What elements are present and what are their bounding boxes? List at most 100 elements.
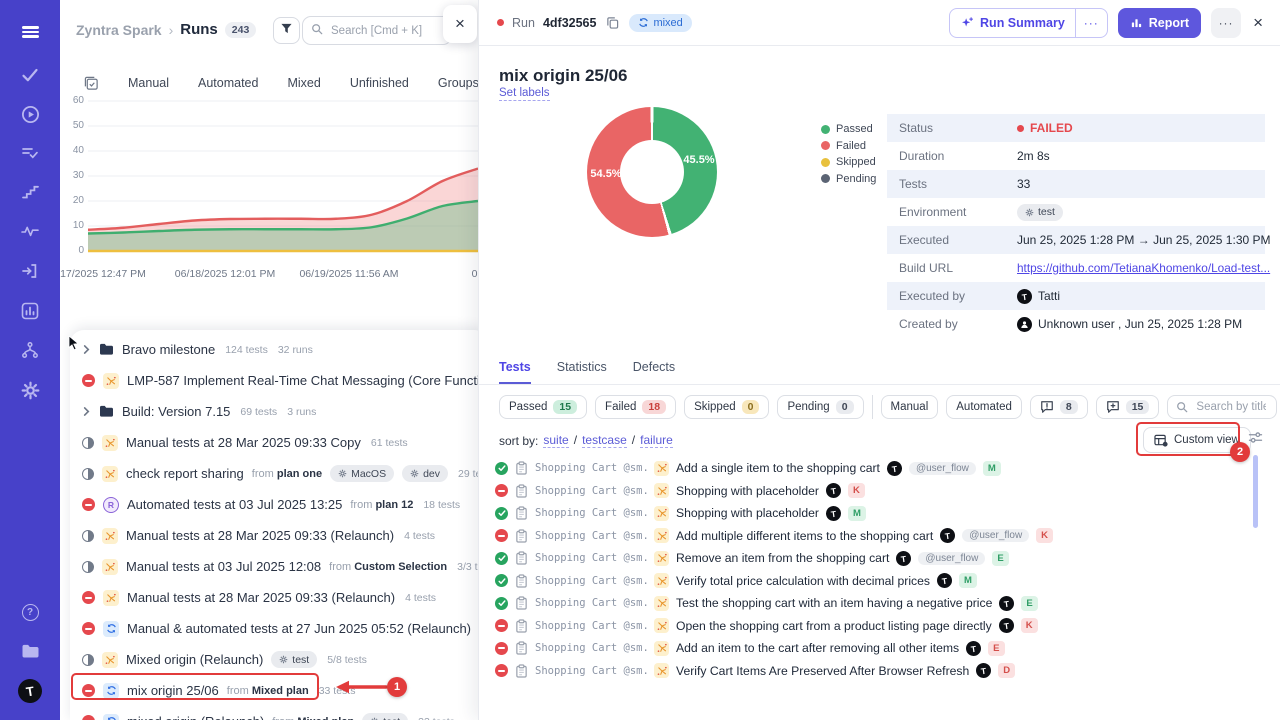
filter-pending-button[interactable]: Pending 0 (777, 395, 864, 419)
set-labels-link[interactable]: Set labels (499, 87, 550, 101)
comment-alert-filter-button[interactable]: 8 (1029, 395, 1088, 419)
breadcrumb-project[interactable]: Zyntra Spark (76, 21, 162, 38)
run-row[interactable]: Manual & automated tests at 27 Jun 2025 … (70, 613, 478, 644)
copy-icon[interactable] (606, 16, 619, 29)
run-title: Bravo milestone (122, 342, 216, 357)
runs-search[interactable] (302, 16, 452, 45)
folder-icon[interactable] (0, 640, 60, 662)
runs-tab-unfinished[interactable]: Unfinished (349, 76, 409, 90)
run-row[interactable]: LMP-587 Implement Real-Time Chat Messagi… (70, 365, 478, 396)
breadcrumb-section[interactable]: Runs (180, 21, 218, 38)
run-row[interactable]: mix origin 25/06 from Mixed plan 33 tests (70, 675, 478, 706)
bar-chart-icon[interactable] (0, 300, 60, 322)
detail-close-button[interactable]: × (1253, 12, 1263, 32)
donut-failed-label: 54.5% (590, 168, 622, 180)
filter-manual-button[interactable]: Manual (880, 395, 939, 419)
user-avatar[interactable]: T (0, 677, 60, 705)
test-row[interactable]: Shopping Cart @sm... Add a single item to… (495, 457, 1260, 480)
test-row[interactable]: Shopping Cart @sm... Remove an item from … (495, 547, 1260, 570)
mixed-run-icon (103, 620, 119, 637)
comment-add-filter-button[interactable]: 15 (1095, 395, 1160, 419)
custom-view-button[interactable]: Custom view (1143, 427, 1251, 453)
run-row[interactable]: R Automated tests at 03 Jul 2025 13:25 fro… (70, 489, 478, 520)
run-title: check report sharing (126, 466, 244, 481)
run-summary-button[interactable]: Run Summary (950, 16, 1075, 30)
tab-tests[interactable]: Tests (499, 360, 531, 384)
test-title[interactable]: Add multiple different items to the shop… (676, 528, 934, 543)
test-title[interactable]: Open the shopping cart from a product li… (676, 618, 992, 633)
test-row[interactable]: Shopping Cart @sm... Add multiple differe… (495, 525, 1260, 548)
filter-passed-button[interactable]: Passed 15 (499, 395, 588, 419)
tab-statistics[interactable]: Statistics (556, 360, 607, 374)
steps-icon[interactable] (0, 181, 60, 203)
run-row[interactable]: mixed origin (Relaunch) from Mixed plan te… (70, 706, 478, 720)
scrollbar-thumb[interactable] (1253, 455, 1258, 528)
test-title[interactable]: Shopping with placeholder (676, 483, 819, 498)
sign-in-icon[interactable] (0, 260, 60, 282)
gear-icon[interactable] (0, 379, 60, 401)
help-icon[interactable]: ? (0, 601, 60, 623)
filter-automated-button[interactable]: Automated (946, 395, 1022, 419)
sort-by-failure[interactable]: failure (640, 433, 673, 448)
chevron-right-icon (82, 345, 91, 354)
filter-skipped-button[interactable]: Skipped 0 (684, 395, 770, 419)
list-check-icon[interactable] (0, 142, 60, 164)
play-circle-icon[interactable] (0, 103, 60, 125)
activity-icon[interactable] (0, 220, 60, 242)
test-title[interactable]: Remove an item from the shopping cart (676, 551, 890, 566)
select-runs-icon[interactable] (84, 76, 99, 91)
more-actions-button[interactable]: ··· (1211, 7, 1242, 38)
run-row[interactable]: Mixed origin (Relaunch) test 5/8 tests (70, 644, 478, 675)
runs-tab-groups[interactable]: Groups (437, 76, 478, 90)
test-row[interactable]: Shopping Cart @sm... Verify total price c… (495, 570, 1260, 593)
run-row[interactable]: Manual tests at 28 Mar 2025 09:33 (Relau… (70, 520, 478, 551)
run-row[interactable]: check report sharing from plan one MacOS de… (70, 458, 478, 489)
tab-defects[interactable]: Defects (632, 360, 676, 374)
test-row[interactable]: Shopping Cart @sm... Add an item to the c… (495, 637, 1260, 660)
gear-icon (410, 469, 419, 478)
test-title[interactable]: Test the shopping cart with an item havi… (676, 596, 993, 611)
test-row[interactable]: Shopping Cart @sm... Shopping with placeh… (495, 480, 1260, 503)
folder-row[interactable]: Bravo milestone 124 tests 32 runs (70, 334, 478, 365)
tests-search-input[interactable] (1194, 400, 1269, 414)
folder-row[interactable]: Build: Version 7.15 69 tests 3 runs (70, 396, 478, 427)
test-title[interactable]: Verify Cart Items Are Preserved After Br… (676, 663, 970, 678)
run-meta: 61 tests (370, 436, 408, 449)
panel-close-button[interactable]: × (443, 5, 477, 43)
test-title[interactable]: Add a single item to the shopping cart (676, 461, 880, 476)
runs-tab-automated[interactable]: Automated (198, 76, 259, 90)
test-title[interactable]: Shopping with placeholder (676, 506, 819, 521)
menu-icon[interactable] (0, 21, 60, 43)
run-row[interactable]: Manual tests at 03 Jul 2025 12:08 from Cu… (70, 551, 478, 582)
info-label: Executed by (899, 289, 966, 303)
test-title[interactable]: Verify total price calculation with deci… (676, 573, 931, 588)
clipboard-icon (515, 574, 528, 588)
test-row[interactable]: Shopping Cart @sm... Shopping with placeh… (495, 502, 1260, 525)
run-summary-more-button[interactable]: ··· (1074, 8, 1107, 37)
sort-by-testcase[interactable]: testcase (582, 433, 627, 448)
info-label: Tests (899, 177, 928, 191)
run-row[interactable]: Manual tests at 28 Mar 2025 09:33 (Relau… (70, 582, 478, 613)
tests-search[interactable] (1167, 395, 1278, 419)
automated-run-icon: R (103, 496, 119, 513)
view-settings-icon[interactable] (1248, 431, 1263, 449)
assignee-avatar: T (939, 527, 957, 545)
search-input[interactable] (329, 23, 443, 38)
runs-tab-mixed[interactable]: Mixed (287, 76, 321, 90)
runs-tab-manual[interactable]: Manual (128, 76, 169, 90)
test-row[interactable]: Shopping Cart @sm... Verify Cart Items Ar… (495, 660, 1260, 683)
filter-button[interactable] (273, 17, 300, 44)
run-row[interactable]: Manual tests at 28 Mar 2025 09:33 Copy 61… (70, 427, 478, 458)
test-row[interactable]: Shopping Cart @sm... Test the shopping ca… (495, 592, 1260, 615)
question-glyph: ? (21, 603, 39, 621)
test-row[interactable]: Shopping Cart @sm... Open the shopping ca… (495, 615, 1260, 638)
filter-failed-button[interactable]: Failed 18 (595, 395, 677, 419)
failed-status-icon (82, 374, 95, 387)
build-url-link[interactable]: https://github.com/TetianaKhomenko/Load-… (1017, 261, 1271, 275)
check-icon[interactable] (0, 64, 60, 86)
test-title[interactable]: Add an item to the cart after removing a… (676, 641, 960, 656)
branch-icon[interactable] (0, 339, 60, 361)
filter-count-badge: 0 (835, 400, 854, 414)
sort-by-suite[interactable]: suite (543, 433, 569, 448)
report-button[interactable]: Report (1117, 7, 1202, 38)
